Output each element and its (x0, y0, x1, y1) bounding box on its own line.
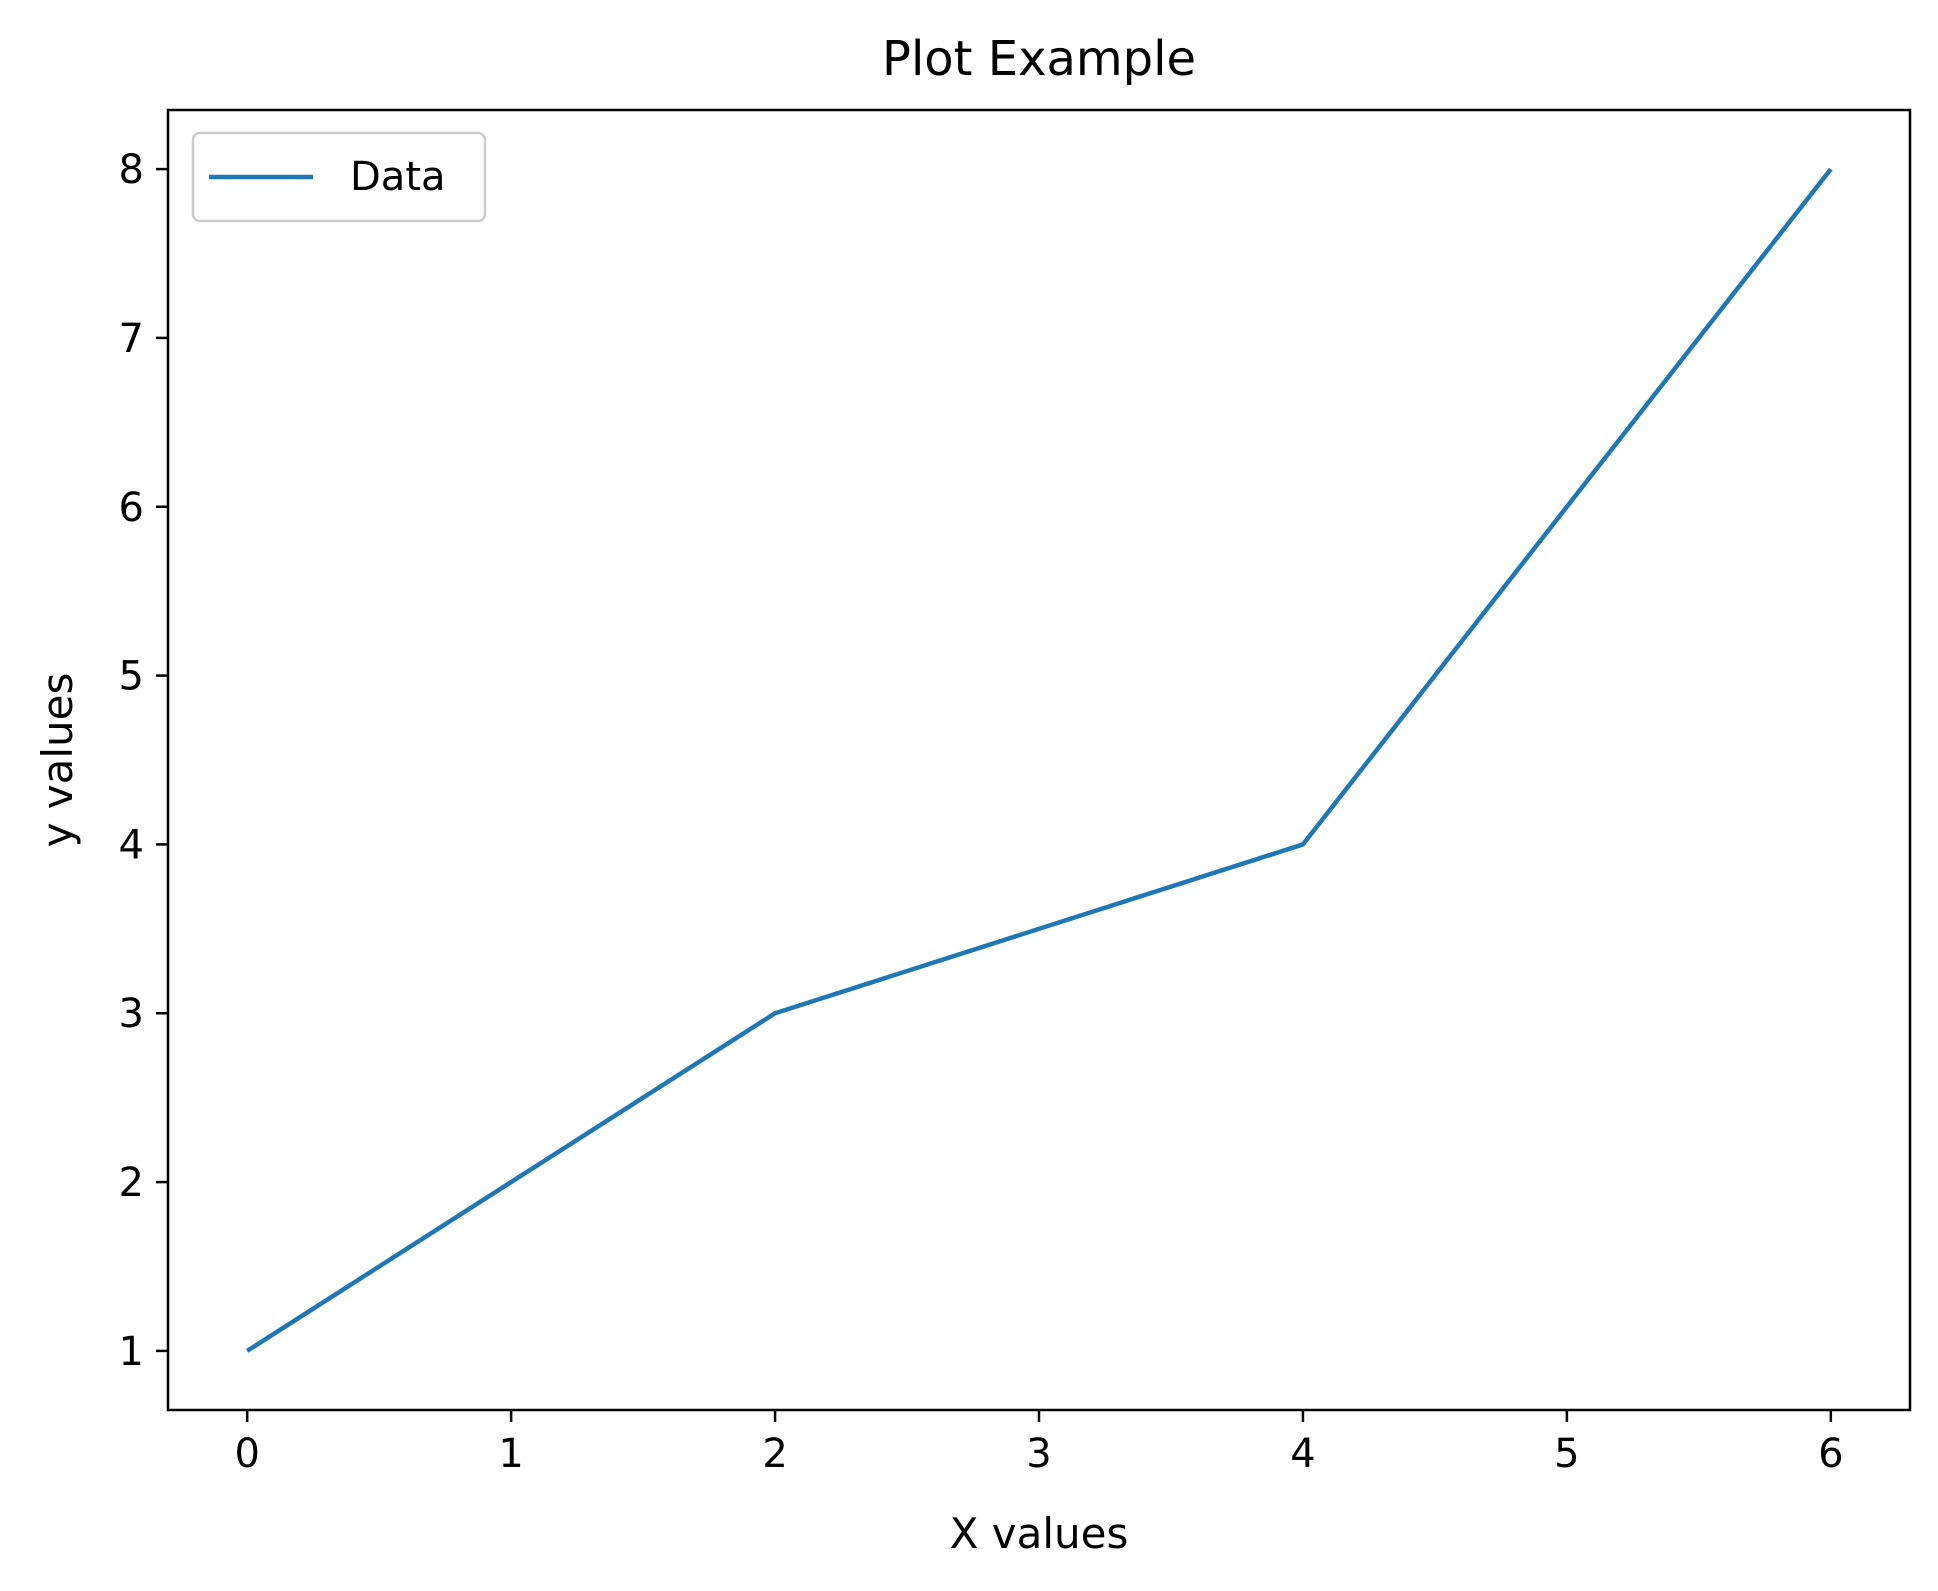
x-axis-ticks: 0 1 2 3 4 5 6 (234, 1410, 1844, 1477)
y-tick-label: 6 (119, 485, 144, 531)
y-axis-ticks: 1 2 3 4 5 6 7 8 (119, 147, 168, 1375)
chart-title: Plot Example (882, 31, 1196, 87)
axes-frame (166, 108, 1912, 1412)
y-tick-label: 1 (119, 1329, 144, 1375)
y-tick-label: 5 (119, 654, 144, 700)
legend: Data (191, 131, 487, 223)
x-tick-label: 4 (1290, 1431, 1315, 1477)
x-tick-label: 3 (1026, 1431, 1051, 1477)
series-line-data (245, 167, 1833, 1353)
y-tick-label: 3 (119, 991, 144, 1037)
x-tick-label: 0 (234, 1431, 259, 1477)
x-tick-label: 6 (1818, 1431, 1843, 1477)
y-tick-label: 7 (119, 316, 144, 362)
legend-label: Data (350, 154, 446, 200)
x-tick-label: 2 (762, 1431, 787, 1477)
y-tick-label: 8 (119, 147, 144, 193)
y-axis-label: y values (33, 673, 82, 848)
x-axis-label: X values (950, 1509, 1129, 1558)
series-layer (245, 167, 1833, 1353)
x-tick-label: 1 (498, 1431, 523, 1477)
legend-box (191, 131, 487, 223)
y-tick-label: 2 (119, 1160, 144, 1206)
y-tick-label: 4 (119, 822, 144, 868)
x-tick-label: 5 (1554, 1431, 1579, 1477)
